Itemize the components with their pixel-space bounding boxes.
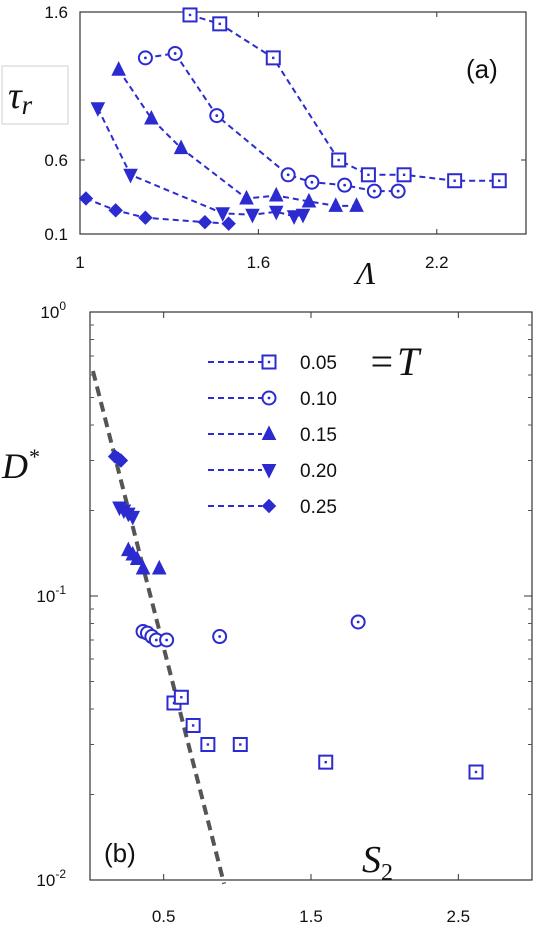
panel-b-legend-label: 0.20: [300, 461, 337, 482]
panel-b-legend-marker-center: [267, 396, 271, 400]
panel-b-legend: 0.05 0.10 0.15 0.20 0.25: [208, 353, 337, 518]
panel-b-legend-label: 0.10: [300, 389, 337, 410]
panel-a-series-2-point: [173, 139, 189, 155]
panel-b-xlabel: S2: [362, 839, 393, 886]
panel-b-legend-marker: [261, 464, 277, 479]
panel-b-legend-marker: [261, 425, 277, 440]
panel-a-series-0-point-center: [453, 179, 456, 182]
panel-a-series-0-point-center: [367, 173, 370, 176]
panel-a-series-1-point-center: [343, 183, 347, 187]
panel-a-series-0-point-center: [402, 173, 406, 176]
panel-b-y-tick-label: 10-1: [36, 583, 66, 606]
panel-a-series-4-point: [221, 216, 236, 231]
panel-a-label: (a): [466, 54, 498, 84]
panel-a-series-2-point: [144, 109, 159, 125]
panel-a-series-1-point-center: [310, 180, 314, 184]
panel-a-series-2-point: [349, 197, 364, 212]
panel-b-dashed-guide-line: [91, 370, 227, 885]
panel-a-series-3-point: [295, 208, 311, 224]
panel-b-legend-label: 0.05: [300, 353, 337, 374]
panel-a-plot-frame: [79, 11, 527, 235]
panel-b-series-group: [107, 449, 484, 780]
panel-b-series-1-point-center: [165, 638, 169, 642]
panel-b-legend-marker: [261, 498, 277, 514]
panel-b-series-0-point-center: [191, 724, 195, 727]
panel-b-y-tick-label: 10-2: [36, 867, 66, 890]
panel-b-series-0-point-center: [239, 743, 242, 746]
panel-a-series-group: [78, 7, 507, 231]
panel-b-x-tick-label: 1.5: [299, 907, 323, 926]
panel-a-series-0-point-center: [218, 22, 221, 26]
panel-a-ylabel-box: [1, 65, 69, 125]
panel-b-series-3-point: [125, 510, 141, 526]
panel-a-series-3-point: [123, 168, 138, 184]
panel-a-series-2-point: [328, 197, 344, 212]
panel-a-series-2-point: [301, 192, 317, 208]
panel-b-series-0-point-center: [324, 760, 327, 764]
panel-a-series-0-line: [189, 14, 500, 182]
panel-a-ticks: 1 1.6 2.2 1.6 0.6 0.1: [44, 3, 526, 272]
panel-b-series-0-point-center: [180, 696, 183, 699]
panel-b-ylabel: D*: [1, 444, 39, 486]
panel-a-series-3-point: [215, 207, 231, 222]
panel-a-xlabel: Λ: [353, 255, 376, 291]
panel-a-series-3-point: [90, 102, 106, 117]
panel-a-series-4-point: [197, 214, 213, 230]
panel-b-legend-marker-center: [267, 360, 271, 364]
panel-a-series-4-point: [138, 210, 153, 225]
panel-b-series-2-point: [129, 550, 145, 565]
panel-b-y-tick-label: 100: [40, 299, 66, 322]
panel-a-series-3-point: [286, 210, 302, 225]
panel-a-series-0-point-center: [337, 158, 340, 162]
panel-b-series-0-point-center: [206, 743, 210, 746]
panel-b-series-4-point: [113, 453, 129, 468]
panel-a-y-tick-label: 0.6: [44, 151, 68, 170]
panel-b-series-0-point-center: [474, 770, 478, 774]
panel-a-y-tick-label: 1.6: [44, 3, 68, 22]
panel-b-x-tick-label: 2.5: [447, 907, 471, 926]
panel-a-series-4-point: [78, 191, 94, 206]
panel-a-series-1-point-center: [173, 52, 177, 55]
panel-b-series-1-point-center: [154, 638, 158, 642]
panel-b-legend-label: 0.25: [300, 497, 337, 518]
panel-a-line-chart: 1 1.6 2.2 1.6 0.6 0.1 (a) τr Λ: [1, 3, 527, 291]
panel-a-series-2-point: [268, 186, 284, 202]
panel-a-series-1-point-center: [396, 189, 400, 193]
panel-a-ylabel: τr: [8, 75, 33, 120]
panel-b-label: (b): [104, 838, 136, 868]
panel-b-series-1-point-center: [356, 620, 360, 624]
panel-a-x-tick-label: 1: [75, 253, 84, 272]
panel-a-series-1-point-center: [286, 173, 290, 177]
panel-a-series-1-point-center: [144, 56, 147, 60]
panel-b-scatter-chart: 0.5 1.5 2.5 100 10-1 10-2 0.05 0.10 0.15 0.20 0.2…: [1, 299, 533, 926]
panel-a-x-tick-label: 1.6: [247, 253, 271, 272]
panel-a-series-1-line: [145, 52, 399, 193]
panel-a-series-1-point-center: [372, 189, 376, 193]
panel-a-series-3-point: [268, 205, 284, 221]
panel-b-series-2-point: [135, 559, 151, 575]
panel-a-series-2-point: [111, 61, 126, 76]
panel-b-series-1-point-center: [218, 635, 222, 638]
panel-a-series-0-point-center: [498, 179, 501, 182]
panel-a-series-2-point: [239, 189, 254, 205]
panel-b-ticks: 0.5 1.5 2.5 100 10-1 10-2: [36, 299, 532, 926]
panel-b-legend-label: 0.15: [300, 425, 337, 446]
panel-a-y-tick-label: 0.1: [44, 225, 68, 244]
panel-b-series-2-point: [151, 559, 167, 575]
panel-a-series-4-point: [108, 203, 123, 218]
panel-b-legend-title: =T: [368, 339, 422, 384]
panel-a-series-0-point-center: [188, 13, 192, 17]
panel-a-series-3-point: [245, 208, 260, 224]
panel-a-series-1-point-center: [215, 114, 219, 117]
panel-a-series-0-point-center: [272, 56, 275, 60]
panel-b-x-tick-label: 0.5: [152, 907, 176, 926]
panel-a-x-tick-label: 2.2: [425, 253, 449, 272]
